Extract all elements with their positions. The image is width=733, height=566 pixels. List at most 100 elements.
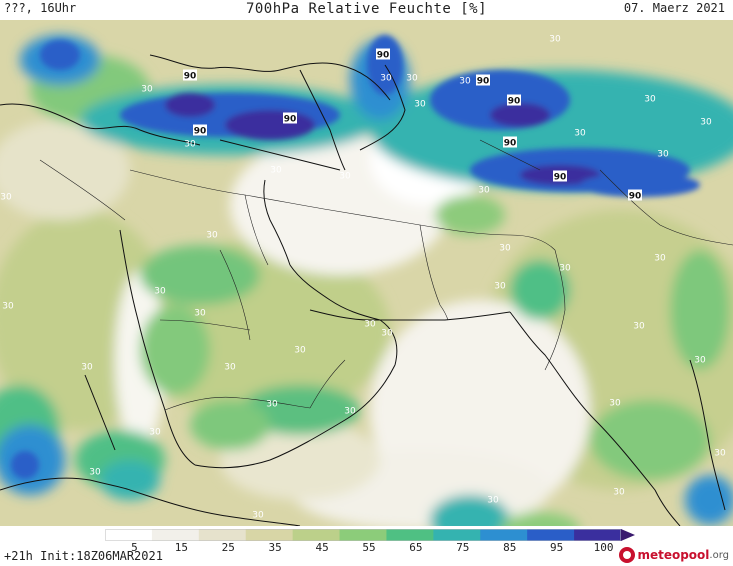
svg-text:90: 90 — [504, 139, 517, 149]
contour-label: 30 — [644, 95, 656, 105]
svg-text:90: 90 — [284, 115, 297, 125]
svg-text:30: 30 — [364, 320, 376, 330]
contour-label: 30 — [559, 264, 571, 274]
meteopool-logo[interactable]: meteopool .org — [619, 546, 729, 564]
colorbar-tick-label: 75 — [456, 541, 470, 554]
svg-text:30: 30 — [644, 95, 656, 105]
contour-label: 30 — [270, 166, 282, 176]
colorbar-segment — [433, 529, 481, 541]
logo-text: meteopool — [637, 548, 710, 562]
svg-text:90: 90 — [477, 77, 490, 87]
svg-text:90: 90 — [554, 173, 567, 183]
contour-label: 90 — [183, 69, 197, 82]
colorbar-outline — [105, 529, 621, 541]
country-borders — [39, 139, 733, 411]
contour-label: 30 — [294, 346, 306, 356]
colorbar-tick-label: 35 — [268, 541, 282, 554]
svg-text:30: 30 — [654, 254, 666, 264]
colorbar-tick-label: 15 — [174, 541, 188, 554]
contour-label: 90 — [193, 124, 207, 137]
svg-text:90: 90 — [629, 192, 642, 202]
contour-labels: 90 90 90 90 90 90 90 90 90 30 30 30 30 30 30 30 30 30 30 30… — [0, 35, 726, 521]
colorbar-tick-label: 25 — [221, 541, 235, 554]
contour-label: 30 — [149, 428, 161, 438]
humidity-map: 90 90 90 90 90 90 90 90 90 30 30 30 30 30 30 30 30 30 30 30… — [0, 20, 733, 526]
contour-label: 30 — [414, 100, 426, 110]
contour-label: 30 — [2, 302, 14, 312]
contour-label: 30 — [380, 74, 392, 84]
svg-text:30: 30 — [487, 496, 499, 506]
colorbar-tick-label: 65 — [409, 541, 423, 554]
svg-text:30: 30 — [206, 231, 218, 241]
colorbar-tick-labels: 5 15 25 35 45 55 65 75 85 95 100 — [105, 541, 635, 555]
contour-label: 30 — [609, 399, 621, 409]
logo-domain: .org — [709, 549, 729, 561]
svg-text:30: 30 — [574, 129, 586, 139]
humidity-field — [0, 35, 733, 526]
map-title: 700hPa Relative Feuchte [%] — [245, 1, 488, 17]
svg-text:30: 30 — [714, 449, 726, 459]
contour-label: 90 — [476, 74, 490, 87]
contour-label: 30 — [266, 400, 278, 410]
humidity-core — [11, 35, 700, 479]
svg-text:30: 30 — [339, 172, 351, 182]
svg-text:30: 30 — [559, 264, 571, 274]
contour-label: 30 — [499, 244, 511, 254]
contour-label: 30 — [549, 35, 561, 45]
colorbar-tick-label: 5 — [131, 541, 138, 554]
contour-label: 30 — [694, 356, 706, 366]
contour-label: 30 — [714, 449, 726, 459]
contour-label: 30 — [478, 186, 490, 196]
colorbar — [105, 529, 635, 541]
colorbar-tick-label: 100 — [593, 541, 614, 554]
svg-text:30: 30 — [0, 193, 12, 203]
contour-label: 90 — [503, 136, 517, 149]
colorbar-segment — [480, 529, 528, 541]
svg-text:30: 30 — [406, 74, 418, 84]
svg-text:30: 30 — [700, 118, 712, 128]
contour-label: 30 — [381, 329, 393, 339]
svg-text:30: 30 — [414, 100, 426, 110]
svg-text:30: 30 — [549, 35, 561, 45]
svg-text:30: 30 — [224, 363, 236, 373]
svg-text:90: 90 — [184, 72, 197, 82]
svg-text:30: 30 — [270, 166, 282, 176]
map-date: 07. Maerz 2021 — [623, 1, 725, 15]
svg-text:90: 90 — [194, 127, 207, 137]
contour-label: 90 — [553, 170, 567, 183]
svg-text:30: 30 — [294, 346, 306, 356]
contour-label: 30 — [657, 150, 669, 160]
contour-label: 30 — [494, 282, 506, 292]
contour-label: 30 — [574, 129, 586, 139]
colorbar-segment — [292, 529, 341, 541]
forecast-init-label: +21h Init:18Z06MAR2021 — [4, 549, 163, 563]
coastlines — [0, 54, 726, 526]
contour-label: 30 — [339, 172, 351, 182]
colorbar-segment — [574, 529, 622, 541]
contour-label: 30 — [487, 496, 499, 506]
svg-text:30: 30 — [657, 150, 669, 160]
contour-label: 30 — [700, 118, 712, 128]
valid-time-label: ???, 16Uhr — [4, 1, 77, 15]
contour-label: 90 — [628, 189, 642, 202]
contour-label: 30 — [184, 140, 196, 150]
contour-label: 30 — [654, 254, 666, 264]
colorbar-tick-label: 95 — [550, 541, 564, 554]
svg-text:90: 90 — [377, 51, 390, 61]
colorbar-tick-label: 85 — [503, 541, 517, 554]
svg-text:30: 30 — [694, 356, 706, 366]
contour-label: 30 — [252, 511, 264, 521]
colorbar-segment — [198, 529, 247, 541]
colorbar-segment — [105, 529, 153, 541]
contour-label: 30 — [364, 320, 376, 330]
svg-text:30: 30 — [499, 244, 511, 254]
svg-text:30: 30 — [184, 140, 196, 150]
svg-text:30: 30 — [380, 74, 392, 84]
colorbar-tick-label: 55 — [362, 541, 376, 554]
svg-text:30: 30 — [266, 400, 278, 410]
logo-icon — [619, 547, 636, 563]
contour-label: 30 — [406, 74, 418, 84]
contour-label: 30 — [344, 407, 356, 417]
svg-text:30: 30 — [478, 186, 490, 196]
